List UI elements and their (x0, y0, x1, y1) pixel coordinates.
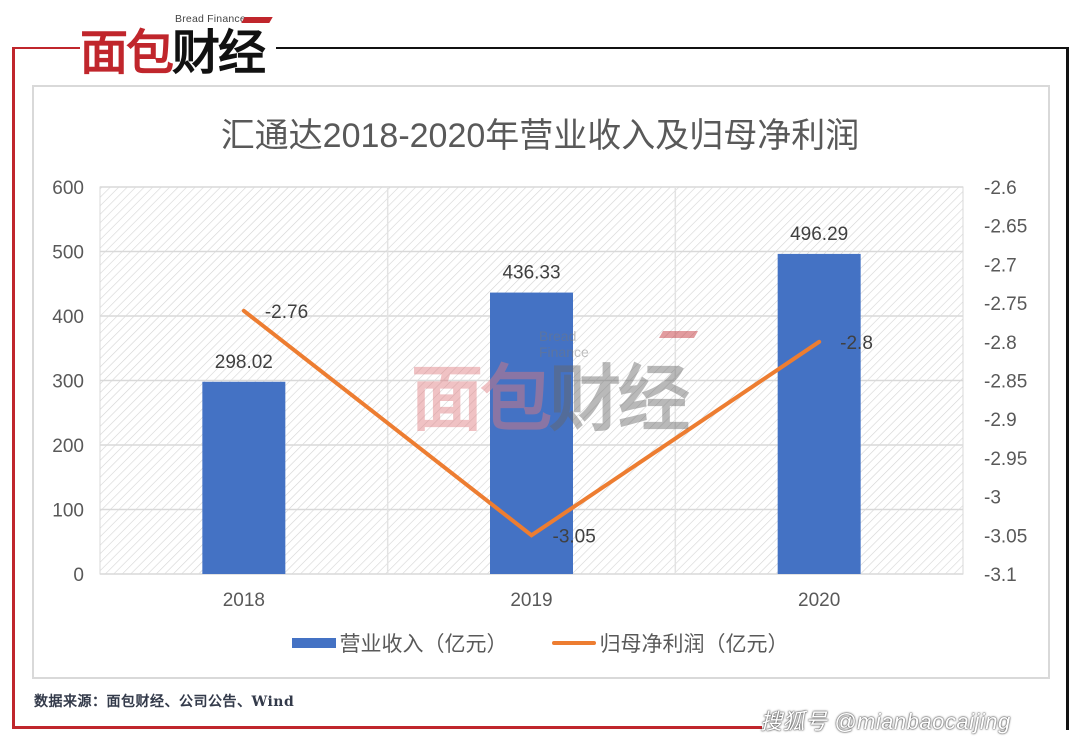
line-value-label: -2.8 (840, 333, 873, 354)
legend-label-net-profit: 归母净利润（亿元） (599, 633, 789, 656)
bar-2020[interactable] (777, 253, 861, 574)
x-axis: 2018 2019 2020 (223, 590, 841, 611)
data-source-note: 数据来源：面包财经、公司公告、Wind (34, 694, 295, 710)
legend-bar-swatch-icon (291, 638, 336, 648)
left-axis: 0 100 200 300 400 500 600 (52, 178, 84, 586)
x-axis-tick: 2020 (798, 590, 840, 611)
bar-value-label: 436.33 (502, 263, 560, 284)
bar-series (202, 253, 861, 574)
right-axis-tick: -2.75 (984, 294, 1027, 315)
right-axis-tick: -2.95 (984, 449, 1027, 470)
right-axis-tick: -3 (984, 488, 1001, 509)
left-axis-tick: 100 (52, 501, 84, 522)
legend-line-swatch-icon (551, 641, 596, 645)
frame-top-red-border (12, 47, 80, 49)
chart-title: 汇通达2018-2020年营业收入及归母净利润 (220, 117, 860, 155)
brand-logo: Bread Finance 面包财经 (80, 12, 276, 82)
left-axis-tick: 400 (52, 307, 84, 328)
logo-text-black: 财经 (172, 25, 266, 81)
left-axis-tick: 500 (52, 243, 84, 264)
right-axis-tick: -2.6 (984, 178, 1017, 199)
bar-value-label: 298.02 (215, 352, 273, 373)
right-axis-tick: -2.85 (984, 372, 1027, 393)
left-axis-tick: 200 (52, 436, 84, 457)
frame-right-border (1066, 47, 1069, 730)
logo-text-red: 面包 (80, 25, 174, 81)
line-series (241, 308, 822, 538)
legend-item-net-profit[interactable]: 归母净利润（亿元） (551, 628, 789, 658)
right-axis-tick: -2.8 (984, 333, 1017, 354)
corner-watermark: 搜狐号 @mianbaocaijing (760, 709, 1011, 734)
x-axis-tick: 2018 (223, 590, 265, 611)
logo-wordmark: 面包财经 (80, 25, 266, 81)
left-axis-tick: 600 (52, 178, 84, 199)
logo-subtitle: Bread Finance (175, 13, 246, 25)
right-axis: -2.6 -2.65 -2.7 -2.75 -2.8 -2.85 -2.9 -2.95 -3 -3… (984, 178, 1027, 586)
line-value-label: -3.05 (553, 526, 596, 547)
net-profit-line[interactable] (241, 308, 822, 538)
right-axis-tick: -3.05 (984, 526, 1027, 547)
right-axis-tick: -3.1 (984, 565, 1017, 586)
line-value-label: -2.76 (265, 302, 308, 323)
left-axis-tick: 0 (73, 565, 84, 586)
x-axis-tick: 2019 (510, 590, 552, 611)
left-axis-tick: 300 (52, 372, 84, 393)
bar-2019[interactable] (490, 292, 573, 574)
chart-legend: 营业收入（亿元） 归母净利润（亿元） (0, 628, 1080, 658)
bar-value-label: 496.29 (790, 224, 848, 245)
category-dividers (386, 187, 677, 574)
right-axis-tick: -2.7 (984, 255, 1017, 276)
frame-top-black-border (276, 47, 1069, 49)
frame-bottom-border (12, 726, 762, 729)
bar-2018[interactable] (202, 381, 286, 574)
right-axis-tick: -2.65 (984, 217, 1027, 238)
data-labels: 298.02 436.33 496.29 -2.76 -3.05 -2.8 (215, 224, 873, 547)
frame-left-border (12, 47, 15, 729)
right-axis-tick: -2.9 (984, 410, 1017, 431)
legend-item-revenue[interactable]: 营业收入（亿元） (291, 628, 508, 658)
legend-label-revenue: 营业收入（亿元） (339, 633, 508, 656)
